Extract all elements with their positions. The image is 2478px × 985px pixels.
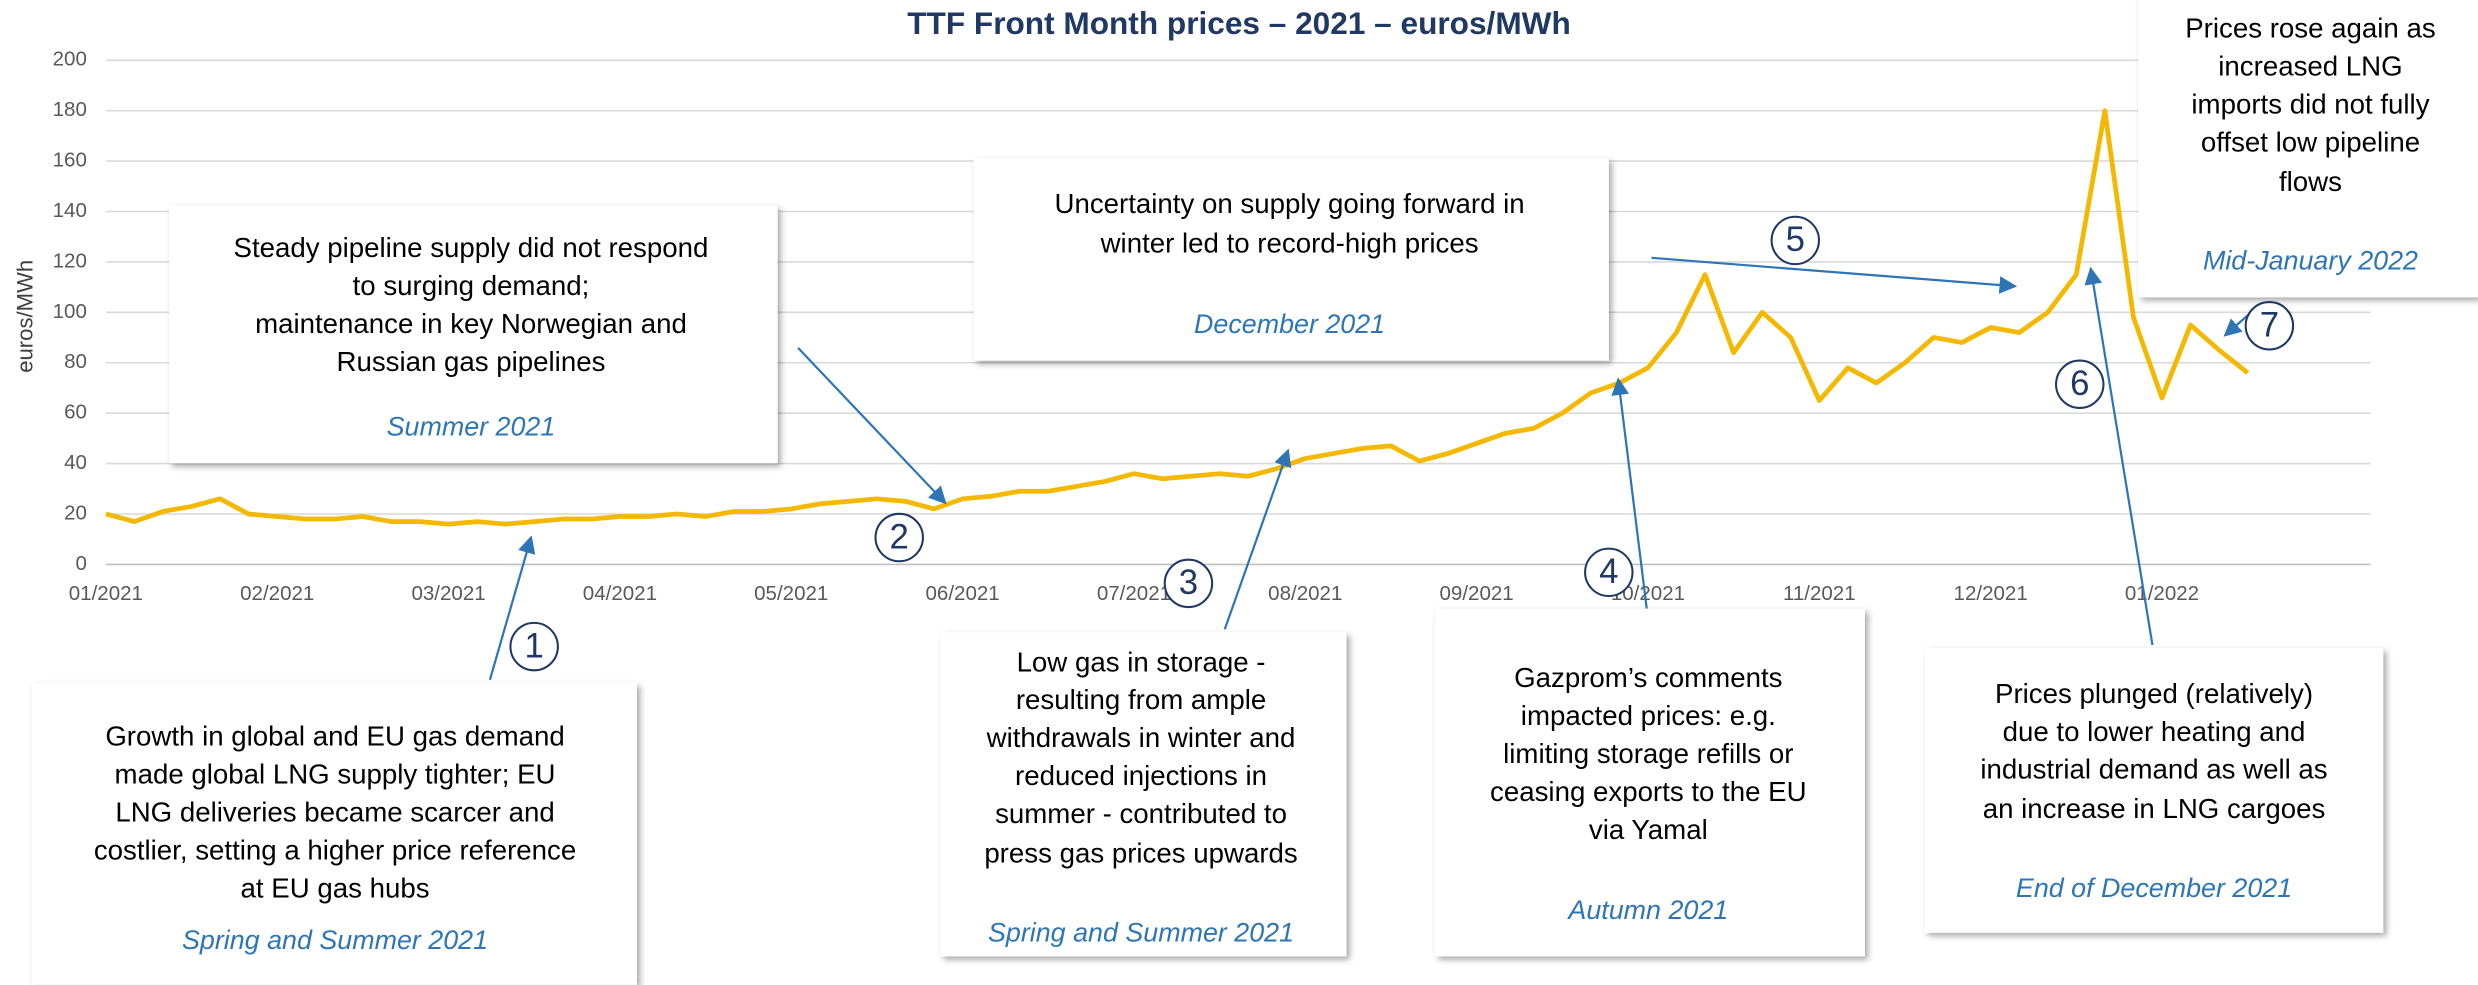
annotation-text: winter led to record-high prices bbox=[1100, 227, 1479, 258]
annotation-number: 6 bbox=[2070, 365, 2089, 403]
annotation-period: Spring and Summer 2021 bbox=[182, 925, 488, 955]
y-tick-label: 120 bbox=[53, 249, 87, 272]
x-tick-label: 01/2021 bbox=[69, 582, 143, 605]
price-line bbox=[105, 108, 2250, 527]
annotation-box bbox=[940, 632, 1347, 957]
y-tick-label: 100 bbox=[53, 300, 87, 323]
annotation-text: Growth in global and EU gas demand bbox=[105, 721, 564, 752]
arrow bbox=[1611, 377, 1648, 609]
annotation-number: 2 bbox=[890, 518, 909, 556]
annotation-box bbox=[973, 158, 1609, 361]
annotation-text: costlier, setting a higher price referen… bbox=[94, 834, 576, 865]
annotation-text: reduced injections in bbox=[1015, 760, 1267, 791]
number-circle bbox=[509, 621, 559, 672]
annotations: Growth in global and EU gas demand made g… bbox=[31, 0, 2478, 985]
annotation-text: Prices plunged (relatively) bbox=[1995, 678, 2313, 709]
x-tick-label: 06/2021 bbox=[925, 582, 999, 605]
plot bbox=[105, 108, 2250, 527]
annotation-text: Russian gas pipelines bbox=[337, 346, 606, 377]
arrow bbox=[1651, 256, 2018, 294]
x-tick-label: 04/2021 bbox=[583, 582, 657, 605]
y-tick-label: 160 bbox=[53, 149, 87, 172]
x-tick-label: 03/2021 bbox=[411, 582, 485, 605]
annotation-text: Uncertainty on supply going forward in bbox=[1054, 188, 1524, 219]
annotation-period: End of December 2021 bbox=[2016, 873, 2292, 903]
annotation-text: industrial demand as well as bbox=[1980, 754, 2327, 785]
annotation-period: Autumn 2021 bbox=[1566, 895, 1728, 925]
chart-title: TTF Front Month prices – 2021 – euros/MW… bbox=[907, 5, 1571, 41]
number-circle bbox=[874, 512, 924, 563]
annotation-period: Summer 2021 bbox=[387, 412, 556, 442]
annotation-box bbox=[31, 682, 637, 985]
annotation-text: imports did not fully bbox=[2191, 88, 2429, 119]
y-tick-label: 0 bbox=[75, 552, 86, 575]
annotation-text: via Yamal bbox=[1589, 814, 1708, 845]
annotation-text: press gas prices upwards bbox=[984, 837, 1297, 868]
x-tick-label: 07/2021 bbox=[1097, 582, 1171, 605]
annotation-text: summer - contributed to bbox=[995, 798, 1287, 829]
x-tick-label: 10/2021 bbox=[1611, 582, 1685, 605]
y-axis-label: euros/MWh bbox=[13, 260, 38, 373]
x-tick-label: 11/2021 bbox=[1783, 582, 1856, 605]
x-tick-label: 09/2021 bbox=[1440, 582, 1514, 605]
annotation-text: increased LNG bbox=[2218, 50, 2402, 81]
annotation-text: maintenance in key Norwegian and bbox=[255, 308, 687, 339]
annotation-text: an increase in LNG cargoes bbox=[1983, 793, 2326, 824]
number-circle bbox=[1584, 547, 1634, 598]
y-tick-label: 140 bbox=[53, 199, 87, 222]
annotation-period: December 2021 bbox=[1194, 309, 1385, 339]
annotation-period: Spring and Summer 2021 bbox=[988, 917, 1294, 947]
annotation-number: 1 bbox=[524, 627, 543, 665]
number-circle bbox=[2055, 359, 2105, 409]
annotation-text: to surging demand; bbox=[353, 270, 590, 301]
arrow bbox=[2084, 266, 2154, 646]
y-tick-label: 80 bbox=[64, 350, 87, 373]
number-circle bbox=[2244, 301, 2295, 351]
annotation-box bbox=[169, 205, 778, 464]
arrow bbox=[797, 347, 947, 505]
arrow bbox=[1223, 448, 1292, 630]
x-tick-label: 08/2021 bbox=[1268, 582, 1342, 605]
x-tick-label: 01/2022 bbox=[2125, 582, 2199, 605]
y-tick-label: 40 bbox=[64, 451, 87, 474]
y-tick-label: 60 bbox=[64, 401, 87, 424]
x-tick-label: 02/2021 bbox=[240, 582, 314, 605]
annotation-text: flows bbox=[2279, 166, 2342, 197]
y-tick-label: 200 bbox=[53, 48, 87, 71]
annotation-text: made global LNG supply tighter; EU bbox=[115, 758, 556, 789]
x-tick-label: 05/2021 bbox=[754, 582, 828, 605]
annotation-text: offset low pipeline bbox=[2201, 126, 2420, 157]
y-tick-label: 180 bbox=[53, 98, 87, 121]
annotation-text: impacted prices: e.g. bbox=[1521, 700, 1776, 731]
annotation-text: at EU gas hubs bbox=[241, 872, 430, 903]
annotation-text: resulting from ample bbox=[1016, 684, 1266, 715]
annotation-number: 3 bbox=[1179, 564, 1198, 602]
annotation-text: Low gas in storage - bbox=[1017, 646, 1266, 677]
annotation-text: Prices rose again as bbox=[2185, 13, 2435, 44]
annotation-text: limiting storage refills or bbox=[1503, 738, 1793, 769]
annotation-box bbox=[1434, 608, 1865, 957]
annotation-text: Gazprom’s comments bbox=[1514, 662, 1782, 693]
annotation-period: Mid-January 2022 bbox=[2203, 246, 2418, 276]
annotation-text: due to lower heating and bbox=[2003, 716, 2306, 747]
annotation-text: withdrawals in winter and bbox=[986, 722, 1296, 753]
annotation-box bbox=[2138, 0, 2478, 298]
annotation-box bbox=[1924, 648, 2384, 933]
number-circle bbox=[1163, 558, 1214, 609]
arrow bbox=[488, 535, 536, 681]
y-tick-label: 20 bbox=[64, 501, 87, 524]
annotation-text: Steady pipeline supply did not respond bbox=[234, 232, 709, 263]
number-circle bbox=[1770, 215, 1821, 266]
annotation-number: 5 bbox=[1786, 221, 1805, 259]
x-tick-label: 12/2021 bbox=[1954, 582, 2028, 605]
annotation-text: ceasing exports to the EU bbox=[1490, 776, 1807, 807]
annotation-number: 7 bbox=[2260, 307, 2279, 345]
annotation-number: 4 bbox=[1599, 553, 1618, 591]
annotation-text: LNG deliveries became scarcer and bbox=[115, 796, 554, 827]
